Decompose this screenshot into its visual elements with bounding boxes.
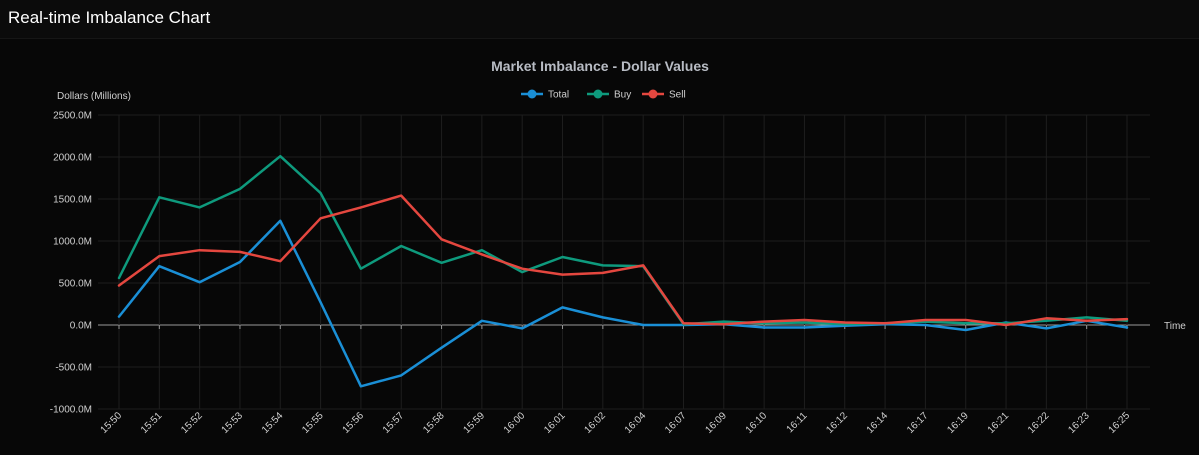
x-tick-label: 16:07: [663, 410, 689, 436]
x-tick-label: 15:58: [421, 410, 447, 436]
imbalance-line-chart: Market Imbalance - Dollar Values Dollars…: [50, 58, 1187, 436]
chart-panel: Market Imbalance - Dollar Values Dollars…: [0, 39, 1199, 455]
y-tick-label: -1000.0M: [50, 405, 92, 416]
x-axis-ticks: 15:50 15:51 15:52 15:53 15:54 15:55 15:56 15:57…: [99, 325, 1133, 436]
y-tick-label: 1000.0M: [53, 237, 92, 248]
y-tick-label: 500.0M: [59, 279, 92, 290]
y-tick-label: 2000.0M: [53, 153, 92, 164]
title-divider: [0, 38, 1199, 39]
y-tick-label: -500.0M: [55, 363, 92, 374]
y-tick-label: 2500.0M: [53, 111, 92, 122]
x-tick-label: 16:11: [785, 410, 810, 435]
x-tick-label: 16:12: [824, 410, 850, 436]
x-tick-label: 16:14: [865, 410, 891, 436]
x-tick-label: 16:04: [623, 410, 649, 436]
x-tick-label: 16:01: [542, 410, 568, 436]
series-line-sell: [117, 194, 1129, 327]
x-tick-label: 15:52: [179, 410, 205, 436]
legend-item-total[interactable]: Total: [521, 89, 569, 101]
x-axis-title: Time: [1164, 321, 1186, 332]
y-axis-ticks: 2500.0M 2000.0M 1500.0M 1000.0M 500.0M 0.0M -5…: [50, 111, 92, 416]
series-line-total: [117, 219, 1129, 388]
legend-item-buy[interactable]: Buy: [587, 89, 631, 101]
legend-label: Sell: [669, 90, 686, 101]
x-tick-label: 16:25: [1107, 410, 1133, 436]
y-axis-title: Dollars (Millions): [57, 91, 131, 102]
x-tick-label: 15:53: [220, 410, 246, 436]
y-tick-label: 0.0M: [70, 321, 92, 332]
series-line-buy: [117, 154, 1129, 326]
x-tick-label: 16:23: [1066, 410, 1092, 436]
x-tick-label: 16:22: [1026, 410, 1052, 436]
legend-swatch-marker: [527, 89, 537, 99]
y-tick-label: 1500.0M: [53, 195, 92, 206]
series-layer: [117, 154, 1129, 388]
legend-label: Buy: [614, 90, 631, 101]
x-tick-label: 15:59: [462, 410, 488, 436]
grid-lines: [98, 114, 1150, 410]
legend-label: Total: [548, 90, 569, 101]
x-tick-label: 16:19: [945, 410, 971, 436]
legend-item-sell[interactable]: Sell: [642, 89, 686, 101]
chart-title: Market Imbalance - Dollar Values: [491, 58, 709, 74]
x-tick-label: 15:54: [260, 410, 286, 436]
page-title: Real-time Imbalance Chart: [8, 8, 211, 27]
legend-swatch-marker: [648, 89, 658, 99]
x-tick-label: 16:10: [744, 410, 770, 436]
x-tick-label: 15:57: [381, 410, 407, 436]
x-tick-label: 15:56: [341, 410, 367, 436]
x-tick-label: 16:02: [582, 410, 608, 436]
x-tick-label: 15:55: [300, 410, 326, 436]
chart-legend: Total Buy Sell: [521, 89, 686, 101]
x-tick-label: 15:50: [99, 410, 125, 436]
x-tick-label: 16:09: [703, 410, 729, 436]
x-tick-label: 16:17: [905, 410, 931, 436]
x-tick-label: 16:00: [502, 410, 528, 436]
legend-swatch-marker: [593, 89, 603, 99]
x-tick-label: 16:21: [986, 410, 1012, 436]
x-tick-label: 15:51: [139, 410, 165, 436]
